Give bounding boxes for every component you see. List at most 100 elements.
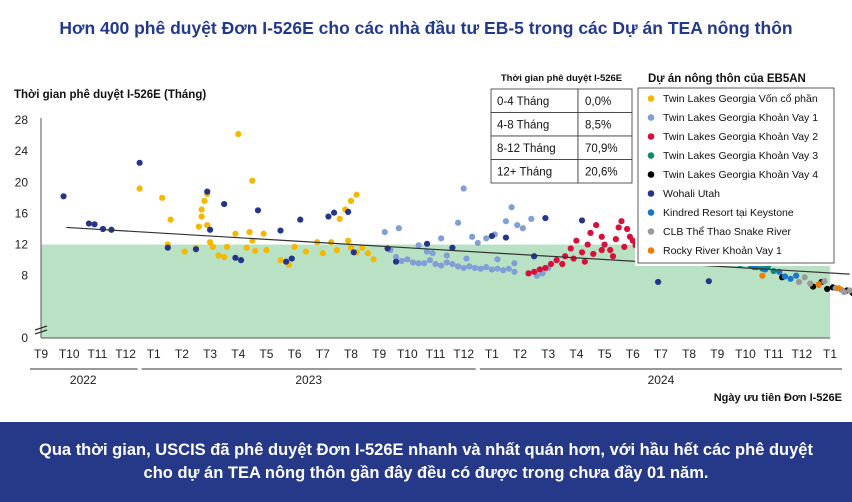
- data-point: [519, 225, 526, 232]
- data-point: [252, 247, 259, 254]
- x-tick-label: T3: [541, 347, 555, 361]
- data-point: [288, 255, 295, 262]
- data-point: [629, 237, 636, 244]
- data-point: [615, 224, 622, 231]
- data-point: [91, 221, 98, 228]
- data-point: [449, 244, 456, 251]
- data-point: [508, 204, 515, 211]
- legend-marker: [647, 133, 655, 140]
- legend-marker: [647, 171, 655, 178]
- x-tick-label: T7: [316, 347, 330, 361]
- data-point: [474, 239, 481, 247]
- data-point: [787, 275, 794, 282]
- data-point: [345, 237, 352, 244]
- data-point: [801, 274, 808, 281]
- year-label: 2023: [295, 373, 322, 387]
- data-point: [159, 194, 166, 201]
- x-tick-label: T10: [59, 347, 80, 361]
- x-tick-label: T8: [682, 347, 696, 361]
- data-point: [570, 255, 577, 262]
- y-tick-label: 20: [15, 175, 29, 189]
- data-point: [364, 250, 371, 257]
- data-point: [655, 278, 662, 286]
- legend-marker: [647, 247, 655, 254]
- data-point: [443, 252, 450, 259]
- x-tick-label: T1: [485, 347, 499, 361]
- data-point: [136, 159, 143, 166]
- legend-entry: Twin Lakes Georgia Khoản Vay 1: [663, 112, 818, 124]
- data-point: [215, 252, 222, 259]
- x-tick-label: T11: [764, 347, 784, 361]
- legend-entry: Rocky River Khoản Vay 1: [663, 245, 782, 257]
- data-point: [330, 209, 338, 216]
- legend-marker: [647, 228, 655, 235]
- data-point: [500, 267, 507, 274]
- x-axis-label: Ngày ưu tiên Đơn I-526E: [714, 392, 842, 404]
- data-point: [815, 281, 822, 288]
- x-tick-label: T1: [823, 347, 837, 361]
- y-tick-label: 28: [15, 113, 29, 127]
- x-tick-label: T10: [397, 347, 418, 361]
- table-range-label: 4-8 Tháng: [497, 120, 549, 132]
- data-point: [395, 225, 402, 232]
- data-point: [547, 260, 555, 268]
- data-point: [283, 258, 290, 265]
- legend-marker: [647, 114, 655, 121]
- data-point: [421, 260, 428, 267]
- trend-line: [66, 226, 850, 275]
- x-tick-label: T10: [735, 347, 756, 361]
- x-tick-label: T3: [203, 347, 217, 361]
- data-point: [333, 246, 340, 254]
- data-point: [705, 278, 712, 285]
- x-tick-label: T11: [87, 347, 107, 361]
- y-axis-label: Thời gian phê duyệt I-526E (Tháng): [14, 89, 206, 101]
- data-point: [319, 250, 326, 257]
- caption-banner: Qua thời gian, USCIS đã phê duyệt Đơn I-…: [0, 422, 852, 502]
- data-point: [232, 254, 239, 261]
- x-tick-label: T9: [710, 347, 724, 361]
- data-point: [494, 265, 501, 272]
- data-point: [302, 248, 309, 255]
- data-point: [525, 270, 532, 277]
- data-point: [438, 262, 445, 269]
- x-tick-label: T12: [115, 347, 136, 361]
- table-range-label: 12+ Tháng: [497, 167, 552, 179]
- x-tick-label: T5: [598, 347, 612, 361]
- legend-entry: Twin Lakes Georgia Khoản Vay 2: [663, 131, 818, 143]
- data-point: [466, 263, 473, 270]
- data-point: [221, 253, 228, 261]
- data-point: [423, 248, 431, 255]
- data-point: [392, 253, 400, 261]
- data-point: [454, 263, 462, 270]
- page-title: Hơn 400 phê duyệt Đơn I-526E cho các nhà…: [59, 18, 793, 38]
- x-tick-label: T1: [147, 347, 161, 361]
- data-point: [835, 285, 842, 292]
- data-point: [345, 208, 352, 215]
- data-point: [198, 213, 205, 220]
- data-point: [536, 266, 543, 273]
- legend-entry: Twin Lakes Georgia Vốn cổ phần: [663, 93, 818, 105]
- x-tick-label: T11: [426, 347, 446, 361]
- table-percent-value: 0,0%: [585, 96, 611, 108]
- data-point: [590, 250, 597, 258]
- y-tick-label: 0: [21, 331, 28, 345]
- x-tick-label: T5: [259, 347, 273, 361]
- data-point: [195, 223, 202, 230]
- y-tick-label: 16: [15, 206, 29, 220]
- data-point: [511, 268, 518, 275]
- data-point: [601, 241, 608, 248]
- legend-title: Dự án nông thôn của EB5AN: [648, 73, 806, 85]
- data-point: [511, 260, 518, 267]
- axis-break-mark: [34, 325, 48, 335]
- legend-entry: Kindred Resort tại Keystone: [663, 207, 794, 219]
- data-point: [795, 278, 803, 286]
- data-point: [607, 246, 614, 254]
- data-point: [249, 177, 256, 184]
- data-point: [770, 267, 777, 275]
- data-point: [531, 253, 538, 260]
- data-point: [618, 218, 625, 225]
- data-point: [581, 258, 588, 265]
- data-point: [291, 243, 298, 251]
- data-point: [793, 272, 800, 279]
- x-tick-label: T8: [344, 347, 358, 361]
